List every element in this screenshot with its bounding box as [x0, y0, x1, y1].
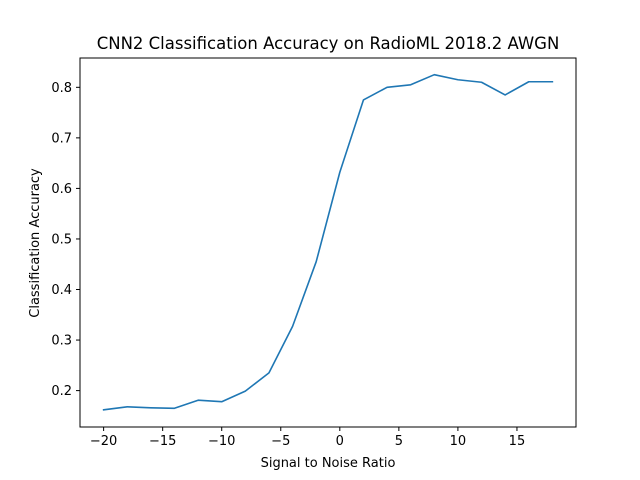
y-tick-label: 0.8: [51, 81, 72, 96]
x-tick-label: 0: [336, 434, 344, 449]
x-tick-label: 10: [450, 434, 467, 449]
x-tick-label: −15: [149, 434, 176, 449]
chart-title: CNN2 Classification Accuracy on RadioML …: [97, 34, 560, 53]
y-axis-title: Classification Accuracy: [28, 168, 43, 318]
x-tick-label: −5: [271, 434, 290, 449]
x-axis: −20 −15 −10 −5 0 5 10 15: [90, 427, 525, 449]
x-tick-label: −20: [90, 434, 117, 449]
y-tick-label: 0.6: [51, 182, 72, 197]
x-tick-label: −10: [208, 434, 235, 449]
y-tick-label: 0.7: [51, 131, 72, 146]
plot-area-frame: [79, 57, 577, 428]
x-axis-title: Signal to Noise Ratio: [261, 456, 396, 471]
x-tick-label: 15: [509, 434, 526, 449]
y-tick-label: 0.2: [51, 384, 72, 399]
series-line: [102, 73, 554, 411]
y-tick-label: 0.3: [51, 334, 72, 349]
y-tick-label: 0.5: [51, 232, 72, 247]
series-layer: [102, 73, 554, 411]
x-tick-label: 5: [395, 434, 403, 449]
y-tick-label: 0.4: [51, 283, 72, 298]
y-axis: 0.2 0.3 0.4 0.5 0.6 0.7 0.8: [51, 81, 80, 399]
